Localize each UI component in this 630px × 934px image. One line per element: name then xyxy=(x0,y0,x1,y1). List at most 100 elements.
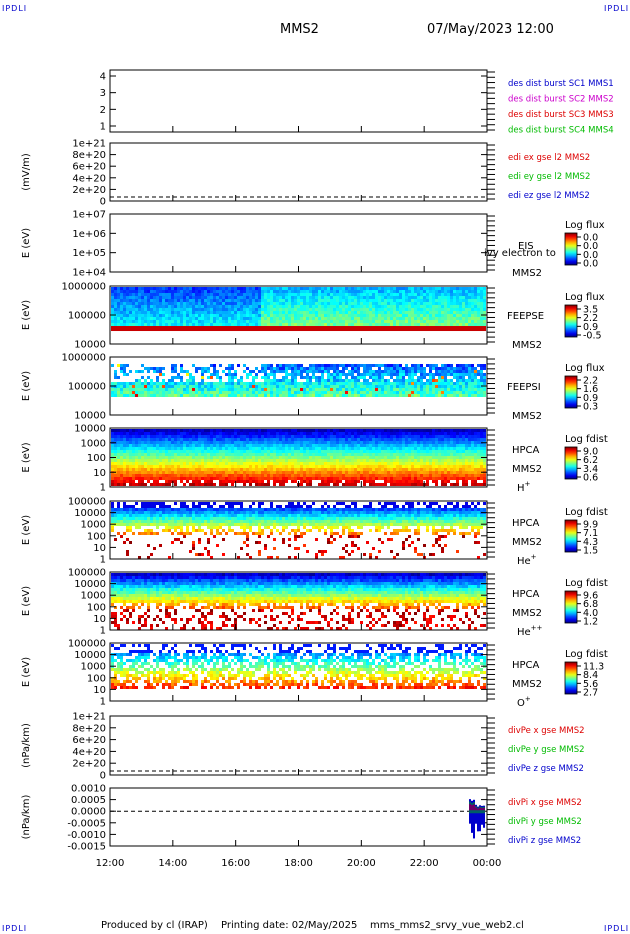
spectrogram-cell xyxy=(258,293,261,296)
spectrogram-cell xyxy=(282,385,285,388)
spectrogram-cell xyxy=(285,438,288,441)
spectrogram-cell xyxy=(420,290,423,293)
spectrogram-cell xyxy=(207,290,210,293)
spectrogram-cell xyxy=(261,296,264,299)
spectrogram-cell xyxy=(390,320,393,323)
spectrogram-cell xyxy=(285,320,288,323)
spectrogram-cell xyxy=(429,388,432,391)
spectrogram-cell xyxy=(303,456,306,459)
spectrogram-cell xyxy=(126,317,129,320)
spectrogram-cell xyxy=(141,391,144,394)
spectrogram-cell xyxy=(249,382,252,385)
spectrogram-cell xyxy=(240,293,243,296)
spectrogram-cell xyxy=(357,441,360,444)
spectrogram-cell xyxy=(408,385,411,388)
spectrogram-cell xyxy=(330,320,333,323)
spectrogram-cell xyxy=(471,290,474,293)
spectrogram-cell xyxy=(348,453,351,456)
spectrogram-cell xyxy=(234,471,237,474)
spectrogram-cell xyxy=(321,317,324,320)
spectrogram-cell xyxy=(411,290,414,293)
spectrogram-cell xyxy=(390,287,393,290)
spectrogram-cell xyxy=(315,456,318,459)
spectrogram-cell xyxy=(357,459,360,462)
spectrogram-cell xyxy=(435,391,438,394)
spectrogram-cell xyxy=(195,317,198,320)
spectrogram-cell xyxy=(336,293,339,296)
spectrogram-cell xyxy=(435,480,438,483)
spectrogram-cell xyxy=(420,480,423,483)
spectrogram-cell xyxy=(183,308,186,311)
spectrogram-cell xyxy=(249,314,252,317)
spectrogram-cell xyxy=(414,299,417,302)
spectrogram-cell xyxy=(213,305,216,308)
spectrogram-cell xyxy=(324,483,327,486)
spectrogram-cell xyxy=(114,468,117,471)
spectrogram-cell xyxy=(309,435,312,438)
spectrogram-cell xyxy=(441,293,444,296)
spectrogram-cell xyxy=(303,376,306,379)
spectrogram-cell xyxy=(285,429,288,432)
spectrogram-cell xyxy=(162,373,165,376)
spectrogram-cell xyxy=(315,450,318,453)
spectrogram-cell xyxy=(312,435,315,438)
spectrogram-cell xyxy=(330,376,333,379)
spectrogram-cell xyxy=(366,465,369,468)
spectrogram-cell xyxy=(471,373,474,376)
spectrogram-cell xyxy=(309,468,312,471)
spectrogram-cell xyxy=(342,444,345,447)
spectrogram-cell xyxy=(444,311,447,314)
spectrogram-cell xyxy=(141,394,144,397)
spectrogram-cell xyxy=(120,305,123,308)
spectrogram-cell xyxy=(381,323,384,326)
spectrogram-cell xyxy=(282,382,285,385)
spectrogram-cell xyxy=(189,459,192,462)
spectrogram-cell xyxy=(426,305,429,308)
spectrogram-cell xyxy=(252,444,255,447)
spectrogram-cell xyxy=(363,388,366,391)
spectrogram-cell xyxy=(192,299,195,302)
spectrogram-cell xyxy=(255,429,258,432)
spectrogram-cell xyxy=(297,471,300,474)
spectrogram-cell xyxy=(381,373,384,376)
spectrogram-cell xyxy=(177,385,180,388)
spectrogram-cell xyxy=(162,382,165,385)
spectrogram-cell xyxy=(318,474,321,477)
spectrogram-cell xyxy=(321,483,324,486)
spectrogram-cell xyxy=(135,453,138,456)
spectrogram-cell xyxy=(297,450,300,453)
spectrogram-cell xyxy=(396,317,399,320)
spectrogram-cell xyxy=(468,382,471,385)
spectrogram-cell xyxy=(162,453,165,456)
spectrogram-cell xyxy=(288,432,291,435)
spectrogram-cell xyxy=(282,376,285,379)
spectrogram-cell xyxy=(384,305,387,308)
spectrogram-cell xyxy=(462,394,465,397)
y-tick-label: 10000 xyxy=(74,411,106,422)
spectrogram-cell xyxy=(354,429,357,432)
spectrogram-cell xyxy=(357,293,360,296)
spectrogram-cell xyxy=(159,483,162,486)
spectrogram-cell xyxy=(288,385,291,388)
spectrogram-cell xyxy=(372,364,375,367)
spectrogram-cell xyxy=(432,438,435,441)
spectrogram-cell xyxy=(162,367,165,370)
spectrogram-cell xyxy=(294,373,297,376)
spectrogram-cell xyxy=(381,483,384,486)
spectrogram-cell xyxy=(237,456,240,459)
spectrogram-cell xyxy=(303,435,306,438)
spectrogram-cell xyxy=(402,471,405,474)
spectrogram-cell xyxy=(243,382,246,385)
spectrogram-cell xyxy=(147,453,150,456)
spectrogram-cell xyxy=(255,438,258,441)
spectrogram-cell xyxy=(411,459,414,462)
spectrogram-cell xyxy=(273,287,276,290)
spectrogram-cell xyxy=(129,444,132,447)
spectrogram-cell xyxy=(363,468,366,471)
spectrogram-cell xyxy=(429,379,432,382)
spectrogram-cell xyxy=(279,459,282,462)
spectrogram-cell xyxy=(210,459,213,462)
spectrogram-cell xyxy=(240,320,243,323)
spectrogram-cell xyxy=(216,305,219,308)
spectrogram-cell xyxy=(477,391,480,394)
